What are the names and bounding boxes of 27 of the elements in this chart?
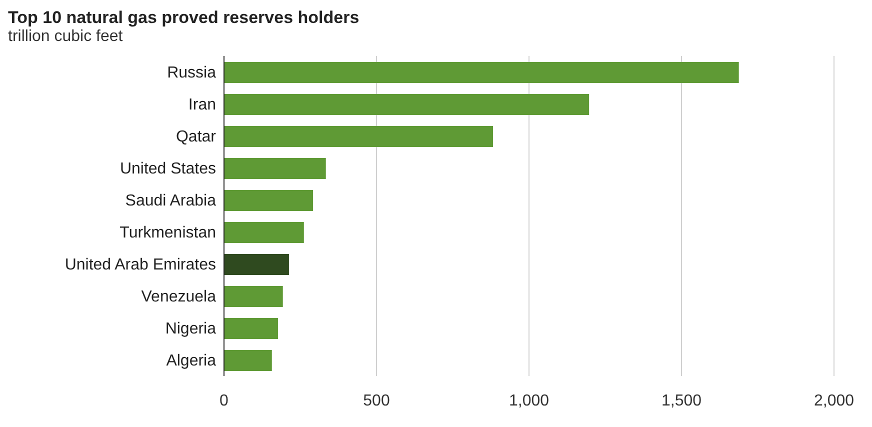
bar	[224, 190, 314, 211]
bar	[224, 222, 304, 243]
bar	[224, 126, 494, 147]
bar	[224, 158, 326, 179]
bar	[224, 318, 278, 339]
y-tick-label: United Arab Emirates	[64, 256, 216, 274]
y-tick-label: United States	[120, 160, 216, 178]
y-tick-label: Iran	[188, 96, 216, 114]
y-tick-label: Nigeria	[165, 320, 216, 338]
y-tick-label: Venezuela	[141, 288, 216, 306]
x-tick-label: 1,500	[661, 392, 702, 410]
bar	[224, 62, 739, 83]
y-tick-label: Saudi Arabia	[125, 192, 216, 210]
chart-title: Top 10 natural gas proved reserves holders	[8, 8, 360, 27]
text: trillion cubic feet	[8, 27, 124, 46]
x-tick-label: 1,000	[508, 392, 550, 410]
bar	[224, 286, 283, 307]
y-tick-label: Qatar	[176, 128, 217, 146]
bar	[224, 350, 272, 371]
x-tick-label: 500	[363, 392, 390, 410]
y-tick-label: Russia	[167, 64, 216, 82]
x-tick-label: 2,000	[814, 392, 854, 410]
bar	[224, 94, 590, 115]
bar	[224, 254, 289, 275]
x-tick-label: 0	[220, 392, 229, 410]
y-tick-label: Algeria	[166, 352, 216, 370]
y-tick-label: Turkmenistan	[120, 224, 216, 242]
